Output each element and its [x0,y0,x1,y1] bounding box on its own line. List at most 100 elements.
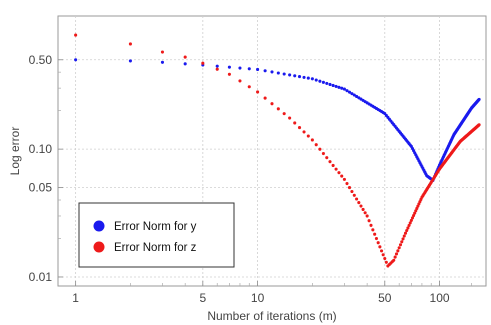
data-point [318,79,322,83]
data-point [380,249,384,253]
series-z [74,33,481,268]
data-point [408,221,412,225]
data-point [74,33,78,37]
x-tick-label: 5 [199,291,206,305]
data-point [201,61,205,65]
axis-ticks: 1 5 10 50 100 0.01 0.05 0.10 0.50 [29,53,472,305]
data-point [293,121,297,125]
data-point [342,87,346,91]
data-point [128,59,132,63]
data-point [407,223,411,227]
data-point [314,78,318,82]
data-point [477,123,481,127]
data-point [371,228,375,232]
data-point [403,231,408,235]
data-point [350,92,354,96]
data-point [410,216,415,220]
data-point [367,219,371,223]
data-point [318,147,322,151]
data-point [393,255,397,259]
data-point [328,160,332,164]
legend-box [78,202,235,268]
data-point [302,75,306,79]
data-point [227,72,231,76]
data-point [276,107,280,111]
legend-label-z: Error Norm for z [114,242,197,254]
data-point [256,67,260,72]
data-point [347,90,352,94]
data-point [359,204,363,208]
data-point [402,234,406,238]
data-point [350,189,354,194]
data-point [409,218,413,222]
data-point [160,60,164,64]
data-point [342,177,346,181]
data-point [183,55,187,59]
data-point [74,58,78,62]
data-point [321,80,325,84]
series [74,33,481,268]
data-point [293,74,297,78]
data-point [396,249,400,253]
legend-label-y: Error Norm for y [114,221,197,233]
data-point [374,236,379,241]
data-point [340,174,344,178]
data-point [406,226,410,230]
x-tick-label: 50 [378,291,392,305]
data-point [337,85,341,89]
data-point [325,81,329,85]
data-point [337,171,341,175]
y-axis-label: Log error [8,127,22,176]
data-point [238,79,242,83]
data-point [355,94,359,98]
data-point [401,237,405,241]
data-point [321,151,325,156]
data-point [270,102,274,106]
data-point [334,167,338,171]
data-point [328,82,332,86]
data-point [414,209,418,213]
data-point [263,96,267,100]
y-tick-label: 0.01 [29,270,53,284]
legend-marker-z [93,241,105,253]
plot-frame [57,15,487,287]
data-point [352,193,356,197]
data-point [288,116,292,120]
data-point [363,211,367,215]
data-point [306,134,310,138]
data-point [227,65,231,69]
data-point [392,258,396,262]
data-point [276,71,280,75]
data-point [270,70,274,74]
data-point [412,213,416,218]
data-point [247,67,251,71]
data-point [345,89,349,93]
data-point [331,83,335,87]
y-tick-label: 0.05 [29,181,53,195]
data-point [365,214,369,218]
data-point [183,62,187,66]
data-point [361,207,365,211]
data-point [247,85,251,89]
data-point [394,252,399,256]
data-point [282,112,286,116]
data-point [477,97,481,101]
data-point [282,72,286,76]
data-point [347,186,352,190]
y-tick-label: 0.50 [29,53,53,67]
data-point [383,257,387,261]
data-point [373,232,377,236]
data-point [331,163,335,168]
data-point [340,86,344,90]
data-point [238,66,242,70]
data-point [314,143,318,147]
data-point [378,245,382,249]
data-point [345,182,349,186]
x-tick-label: 1 [72,291,79,305]
data-point [397,246,401,250]
data-point [215,67,219,71]
data-point [405,229,409,233]
data-point [302,130,306,134]
